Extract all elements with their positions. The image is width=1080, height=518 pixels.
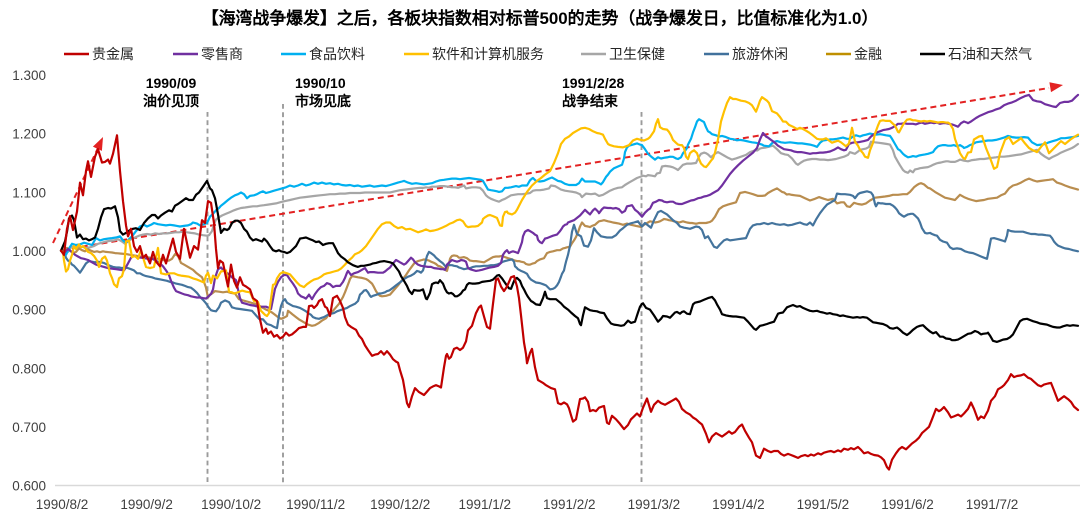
svg-text:软件和计算机服务: 软件和计算机服务 — [432, 46, 544, 62]
svg-text:石油和天然气: 石油和天然气 — [948, 46, 1032, 62]
svg-text:0.700: 0.700 — [12, 420, 46, 435]
svg-text:1990/09: 1990/09 — [146, 75, 197, 91]
svg-text:0.900: 0.900 — [12, 303, 46, 318]
svg-text:1991/5/2: 1991/5/2 — [797, 497, 850, 512]
svg-text:旅游休闲: 旅游休闲 — [732, 46, 788, 62]
svg-text:金融: 金融 — [854, 46, 882, 62]
svg-text:1990/8/2: 1990/8/2 — [36, 497, 89, 512]
svg-text:1991/7/2: 1991/7/2 — [966, 497, 1019, 512]
svg-text:1990/9/2: 1990/9/2 — [120, 497, 173, 512]
svg-text:油价见顶: 油价见顶 — [143, 93, 199, 109]
svg-text:1990/12/2: 1990/12/2 — [370, 497, 430, 512]
svg-text:1.200: 1.200 — [12, 127, 46, 142]
svg-text:1990/10: 1990/10 — [295, 75, 346, 91]
svg-text:1.100: 1.100 — [12, 185, 46, 200]
svg-text:0.800: 0.800 — [12, 361, 46, 376]
svg-text:1991/3/2: 1991/3/2 — [628, 497, 681, 512]
svg-text:1991/2/2: 1991/2/2 — [543, 497, 596, 512]
svg-text:市场见底: 市场见底 — [295, 93, 351, 109]
svg-text:【海湾战争爆发】之后，各板块指数相对标普500的走势（战争爆: 【海湾战争爆发】之后，各板块指数相对标普500的走势（战争爆发日，比值标准化为1… — [202, 8, 879, 28]
svg-text:1991/4/2: 1991/4/2 — [712, 497, 765, 512]
svg-text:1990/11/2: 1990/11/2 — [286, 497, 345, 512]
svg-text:1.000: 1.000 — [12, 244, 46, 259]
svg-text:卫生保健: 卫生保健 — [609, 46, 665, 62]
svg-text:1990/10/2: 1990/10/2 — [201, 497, 261, 512]
svg-text:1.300: 1.300 — [12, 68, 46, 83]
svg-text:1991/6/2: 1991/6/2 — [881, 497, 934, 512]
svg-text:0.600: 0.600 — [12, 479, 46, 494]
svg-text:1991/1/2: 1991/1/2 — [459, 497, 512, 512]
svg-text:贵金属: 贵金属 — [92, 46, 134, 62]
svg-text:1991/2/28: 1991/2/28 — [562, 75, 624, 91]
svg-text:食品饮料: 食品饮料 — [309, 46, 365, 62]
svg-text:零售商: 零售商 — [201, 46, 243, 62]
svg-text:战争结束: 战争结束 — [562, 93, 619, 109]
